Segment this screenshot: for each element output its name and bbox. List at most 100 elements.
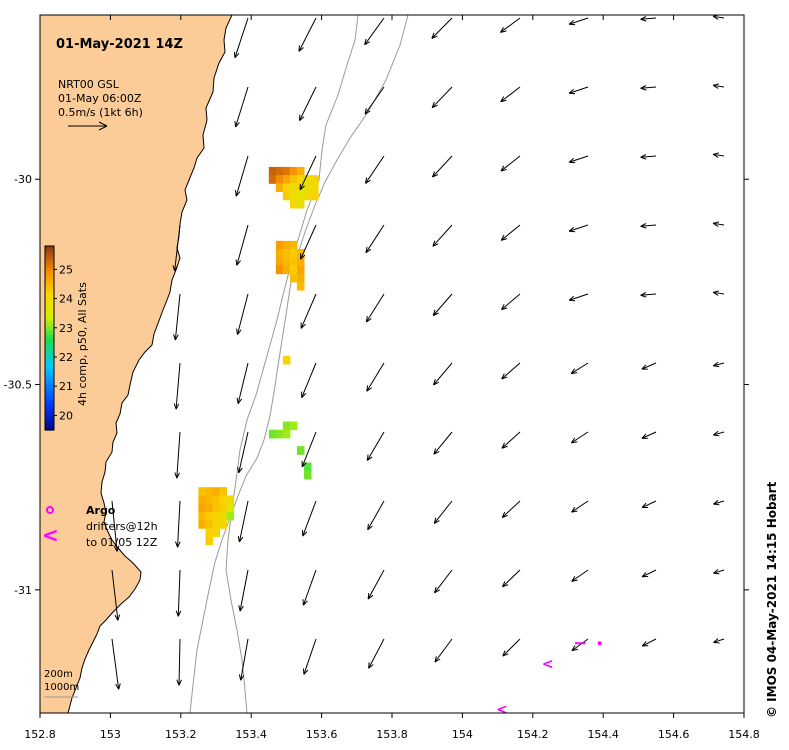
- current-vector: [568, 86, 589, 95]
- sst-pixel: [282, 191, 291, 201]
- sst-pixel: [198, 495, 206, 505]
- sst-pixel: [275, 429, 284, 439]
- current-vector: [640, 85, 657, 91]
- current-vector: [432, 224, 453, 247]
- current-vector: [298, 86, 317, 122]
- current-vector: [236, 293, 249, 335]
- current-vector: [364, 17, 385, 46]
- argo-legend-marker: [46, 506, 54, 514]
- current-vector: [300, 293, 317, 329]
- sst-pixel: [296, 265, 305, 275]
- sst-pixel: [268, 175, 277, 184]
- current-vector: [233, 17, 249, 59]
- sst-pixel: [289, 265, 298, 275]
- current-vector: [301, 362, 317, 398]
- current-vector: [640, 16, 657, 22]
- sst-pixel: [289, 257, 298, 266]
- x-axis-labels: 152.8 153 153.2 153.4 153.6 153.8 154 154.2 154.…: [24, 728, 760, 741]
- sst-pixel: [275, 166, 284, 176]
- sst-pixel: [198, 520, 206, 529]
- current-vector: [501, 293, 521, 311]
- sst-pixel: [212, 528, 221, 537]
- sst-pixel: [219, 503, 228, 513]
- drifter-position: [597, 641, 602, 646]
- current-vector: [568, 224, 589, 233]
- current-vector: [302, 569, 317, 606]
- current-vector-layer: [111, 14, 725, 690]
- sst-pixel: [304, 470, 312, 480]
- sst-pixel: [289, 249, 298, 258]
- current-vector: [568, 17, 589, 26]
- current-source-label: NRT00 GSL: [58, 78, 120, 91]
- current-vector: [641, 500, 657, 509]
- sst-pixel: [282, 240, 291, 250]
- current-vector: [502, 638, 521, 657]
- drifter-arrow: <: [496, 702, 508, 718]
- current-vector: [500, 17, 521, 33]
- x-tick-label: 154.4: [587, 728, 619, 741]
- current-vector: [712, 83, 725, 89]
- drifter-legend-line2: to 01/05 12Z: [86, 536, 158, 549]
- current-vector: [175, 569, 182, 617]
- current-vector: [501, 500, 521, 518]
- current-vector: [712, 221, 725, 227]
- sst-pixel: [282, 421, 291, 431]
- y-tick-label: -30.5: [4, 379, 32, 392]
- current-scale-arrow: [68, 121, 108, 131]
- current-vector: [433, 431, 453, 455]
- current-vector: [301, 431, 317, 468]
- current-vector: [367, 500, 385, 531]
- sst-pixel: [311, 191, 319, 201]
- current-vector: [367, 569, 385, 600]
- current-vector: [111, 569, 121, 621]
- x-tick-label: 154.8: [728, 728, 760, 741]
- sst-pixel: [304, 175, 312, 184]
- current-vector: [570, 362, 589, 375]
- sst-pixel: [296, 257, 305, 266]
- current-vector: [501, 362, 521, 380]
- credit-text: © IMOS 04-May-2021 14:15 Hobart: [765, 481, 779, 718]
- current-vector: [302, 638, 317, 675]
- y-tick-label: -31: [14, 584, 32, 597]
- sst-pixel: [282, 166, 291, 176]
- current-vector: [640, 292, 657, 298]
- current-vector: [712, 290, 725, 296]
- sst-pixel: [311, 183, 319, 193]
- sst-pixel: [282, 355, 291, 365]
- current-vector: [175, 500, 181, 548]
- current-vector: [501, 431, 521, 449]
- current-vector: [364, 86, 385, 115]
- current-vector: [234, 155, 249, 197]
- current-time-label: 01-May 06:00Z: [58, 92, 142, 105]
- x-tick-label: 153.6: [306, 728, 338, 741]
- sst-pixel: [205, 503, 213, 513]
- sst-pixel: [212, 495, 221, 505]
- current-vector: [502, 569, 521, 588]
- colorbar-label: 4h comp, p50, All Sats: [76, 282, 89, 406]
- current-scale-label: 0.5m/s (1kt 6h): [58, 106, 143, 119]
- current-vector: [640, 223, 657, 229]
- sst-pixel: [219, 495, 228, 505]
- sst-pixel: [304, 183, 312, 193]
- current-vector: [713, 638, 725, 644]
- current-vector: [236, 362, 249, 404]
- sst-pixel: [289, 421, 298, 431]
- sst-pixel: [289, 199, 298, 209]
- current-vector: [571, 638, 589, 652]
- sst-pixel: [212, 520, 221, 529]
- current-vector: [365, 224, 385, 254]
- sst-pixel: [282, 249, 291, 258]
- sst-pixel: [205, 487, 213, 496]
- sst-pixel: [205, 520, 213, 529]
- sst-pixel: [296, 175, 305, 184]
- current-vector: [432, 293, 453, 317]
- sst-pixel: [226, 511, 235, 521]
- sst-pixel: [289, 191, 298, 201]
- current-vector: [434, 638, 453, 663]
- sst-pixel: [212, 511, 221, 521]
- current-vector: [300, 224, 317, 260]
- sst-pixel: [198, 511, 206, 521]
- current-vector: [176, 638, 182, 686]
- colorbar-tick-label: 22: [59, 351, 73, 364]
